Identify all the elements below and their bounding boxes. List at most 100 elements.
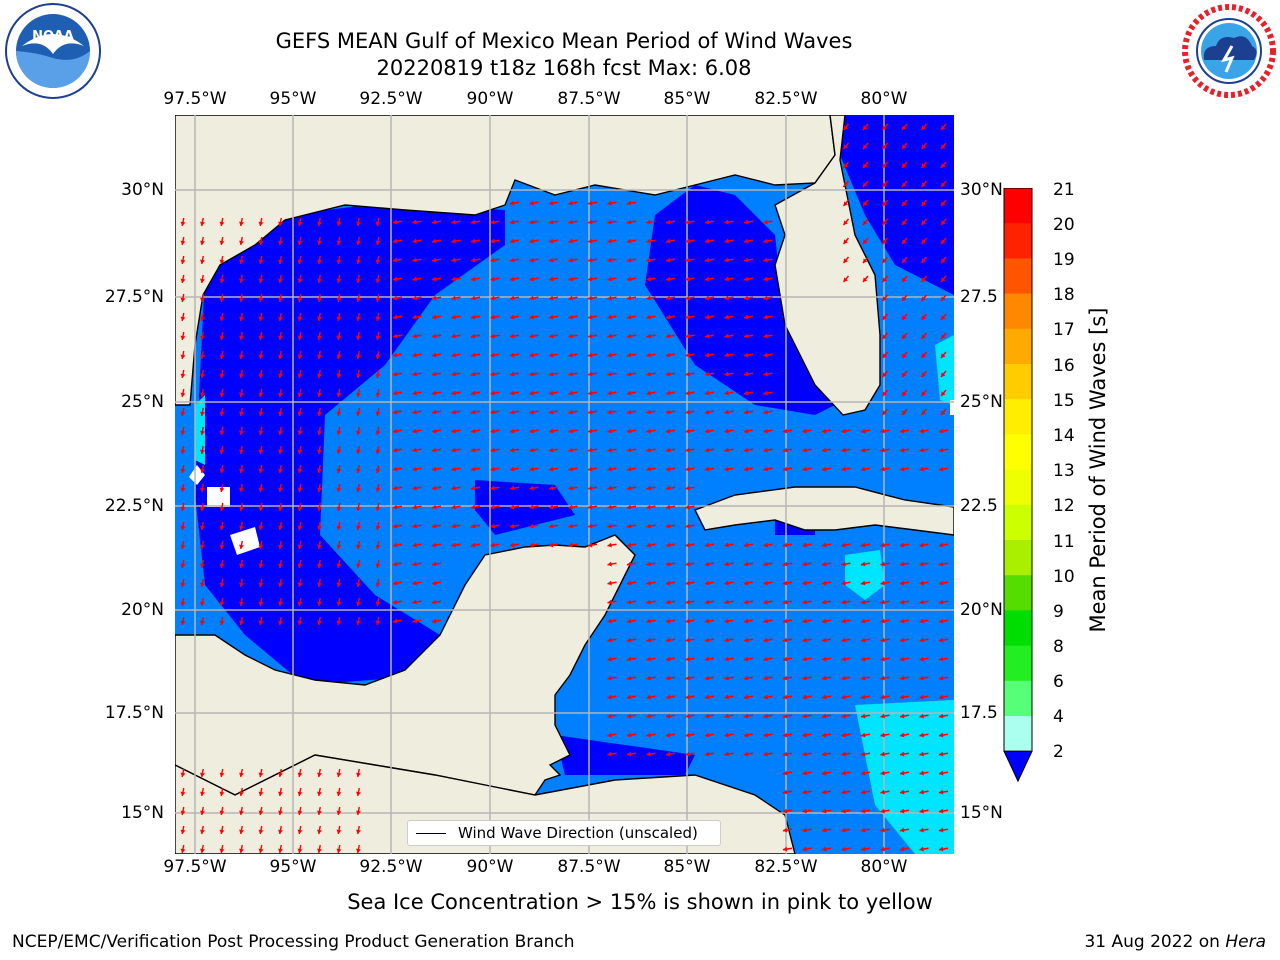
wind-wave-arrow — [297, 578, 303, 588]
wind-wave-arrow — [880, 846, 890, 852]
wind-wave-arrow — [375, 597, 381, 607]
wind-wave-arrow — [646, 371, 656, 377]
wind-wave-arrow — [763, 314, 773, 320]
wind-wave-arrow — [200, 236, 205, 246]
wind-wave-arrow — [938, 770, 949, 776]
wind-wave-arrow — [665, 466, 676, 472]
wind-wave-arrow — [919, 732, 929, 738]
wind-wave-arrow — [940, 294, 947, 302]
wind-wave-arrow — [901, 218, 908, 226]
wind-wave-arrow — [880, 656, 890, 662]
wind-wave-arrow — [219, 426, 225, 436]
wind-wave-arrow — [278, 255, 283, 265]
wind-wave-arrow — [607, 523, 617, 529]
wind-wave-arrow — [412, 314, 422, 320]
lon-tick-bottom: 82.5°W — [754, 857, 818, 877]
wind-wave-arrow — [431, 504, 442, 510]
wind-wave-arrow — [860, 428, 871, 434]
wind-wave-arrow — [938, 789, 949, 795]
wind-wave-arrow — [431, 371, 442, 377]
wind-wave-arrow — [200, 445, 205, 455]
wind-wave-arrow — [470, 371, 481, 377]
wind-wave-arrow — [607, 656, 617, 662]
wind-wave-arrow — [901, 332, 908, 340]
wind-wave-arrow — [880, 675, 890, 681]
wind-wave-arrow — [899, 580, 910, 586]
wind-wave-arrow — [258, 350, 264, 360]
wind-wave-arrow — [375, 293, 381, 303]
footer-date: 31 Aug 2022 on Hera — [1084, 932, 1266, 952]
wind-wave-arrow — [200, 578, 205, 588]
wind-wave-arrow — [336, 274, 342, 284]
wind-wave-arrow — [938, 618, 949, 624]
wind-wave-arrow — [685, 751, 695, 757]
wind-wave-arrow — [431, 390, 442, 396]
wind-wave-arrow — [821, 542, 832, 548]
wind-wave-arrow — [841, 428, 851, 434]
wind-wave-arrow — [529, 219, 539, 225]
wind-wave-arrow — [470, 409, 481, 415]
wind-wave-arrow — [470, 333, 481, 339]
wind-wave-arrow — [278, 502, 283, 512]
wind-wave-arrow — [881, 161, 889, 169]
wind-wave-arrow — [587, 390, 598, 396]
wind-wave-arrow — [880, 732, 890, 738]
wind-wave-arrow — [685, 504, 695, 510]
wind-wave-arrow — [258, 312, 264, 322]
wind-wave-arrow — [880, 789, 890, 795]
wind-wave-arrow — [548, 200, 559, 206]
wind-wave-arrow — [802, 599, 812, 605]
wind-wave-arrow — [392, 618, 403, 624]
wind-wave-arrow — [470, 428, 481, 434]
wind-wave-arrow — [509, 314, 520, 320]
wind-wave-arrow — [763, 276, 773, 282]
wind-wave-arrow — [940, 408, 947, 416]
colorbar-tick: 19 — [1053, 250, 1075, 270]
wind-wave-arrow — [200, 483, 205, 493]
wind-wave-arrow — [200, 217, 205, 227]
wind-wave-arrow — [239, 844, 244, 854]
wind-wave-arrow — [297, 597, 303, 607]
wind-wave-arrow — [470, 466, 481, 472]
wind-wave-arrow — [938, 637, 949, 643]
wind-wave-arrow — [743, 694, 754, 700]
wind-wave-arrow — [881, 351, 889, 359]
wind-wave-arrow — [626, 504, 637, 510]
wind-wave-arrow — [938, 447, 949, 453]
wind-wave-arrow — [665, 333, 676, 339]
wind-wave-arrow — [375, 540, 381, 550]
wind-wave-arrow — [881, 218, 889, 226]
wind-wave-arrow — [860, 751, 871, 757]
wind-wave-arrow — [685, 656, 695, 662]
wind-wave-arrow — [317, 312, 322, 322]
wind-wave-arrow — [180, 540, 186, 550]
wind-wave-arrow — [239, 806, 244, 816]
colorbar-tick: 14 — [1053, 426, 1075, 446]
wind-wave-arrow — [626, 656, 637, 662]
wind-wave-arrow — [626, 485, 637, 491]
wind-wave-arrow — [665, 561, 676, 567]
wind-wave-arrow — [763, 466, 773, 472]
wind-wave-arrow — [239, 217, 244, 227]
wind-wave-arrow — [239, 331, 244, 341]
wind-wave-arrow — [743, 390, 754, 396]
wind-wave-arrow — [278, 217, 283, 227]
wind-wave-arrow — [860, 808, 871, 814]
wind-wave-arrow — [646, 618, 656, 624]
wind-wave-arrow — [881, 389, 889, 397]
wind-wave-arrow — [412, 276, 422, 282]
wind-wave-arrow — [529, 523, 539, 529]
wind-wave-arrow — [704, 352, 715, 358]
wind-wave-arrow — [646, 238, 656, 244]
wind-wave-arrow — [940, 275, 947, 283]
wind-wave-arrow — [607, 219, 617, 225]
wind-wave-arrow — [180, 521, 186, 531]
wind-wave-arrow — [920, 199, 928, 207]
wind-wave-arrow — [239, 787, 244, 797]
wind-wave-arrow — [607, 466, 617, 472]
wind-wave-arrow — [646, 352, 656, 358]
wind-wave-arrow — [704, 713, 715, 719]
wind-wave-arrow — [920, 123, 928, 131]
wind-wave-arrow — [899, 789, 910, 795]
wind-wave-arrow — [821, 428, 832, 434]
